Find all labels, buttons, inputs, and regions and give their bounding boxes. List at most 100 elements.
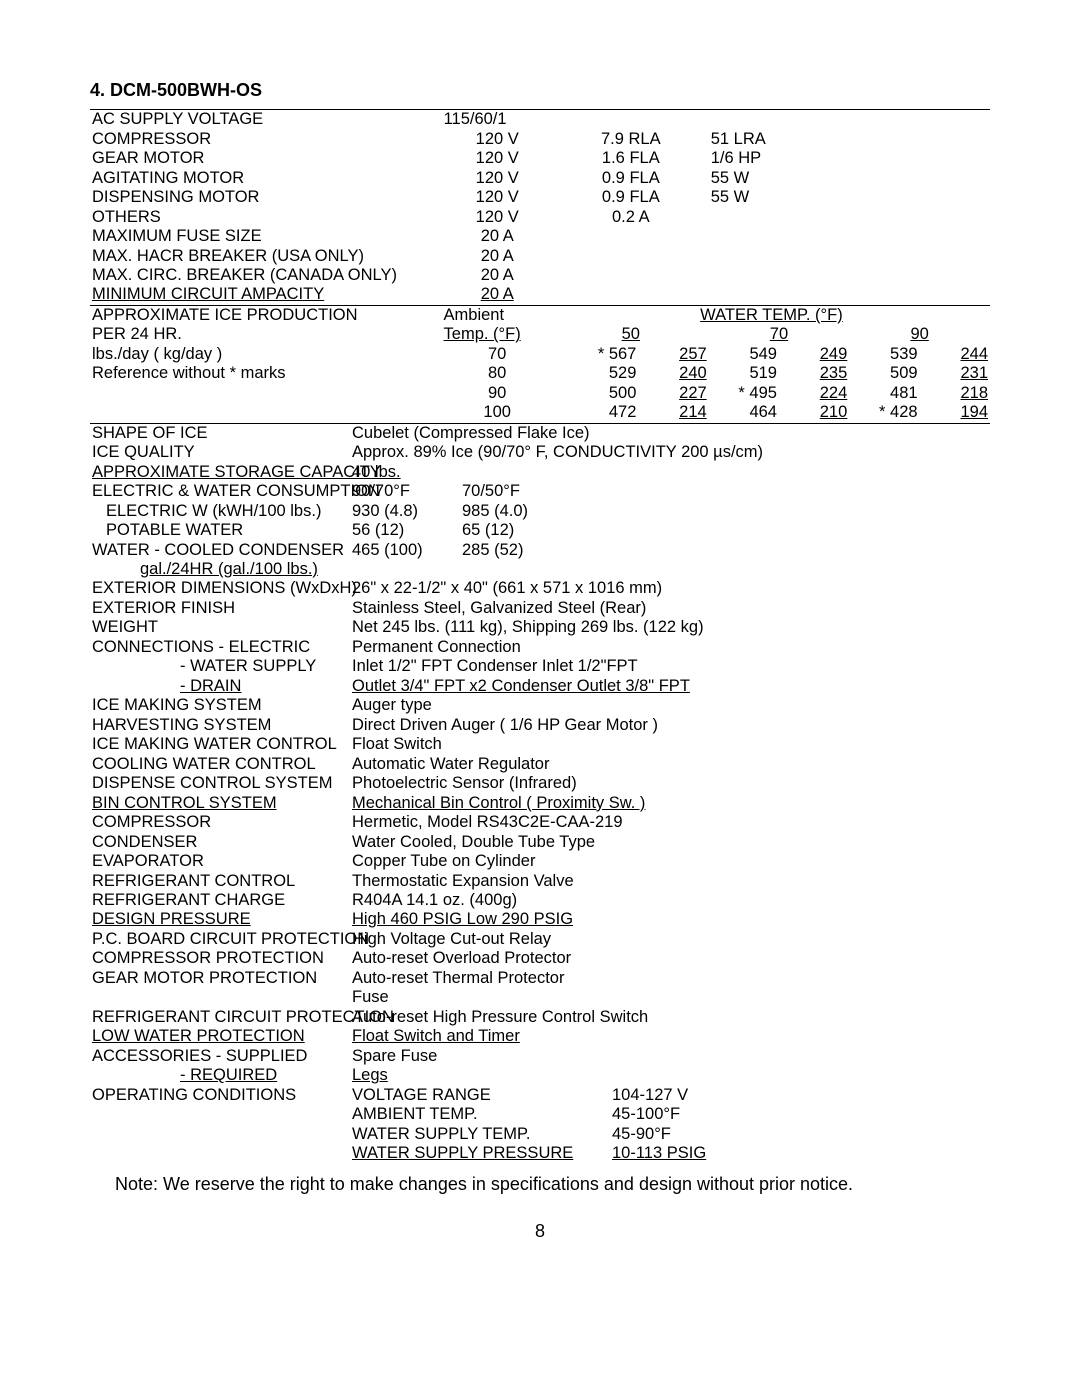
- spec-label: REFRIGERANT CIRCUIT PROTECTION: [90, 1008, 350, 1027]
- spec-v1: 56 (12)65 (12): [350, 521, 990, 540]
- spec-v3: [709, 266, 990, 285]
- spec-v3: 55 W: [709, 169, 990, 188]
- section-heading: 4. DCM-500BWH-OS: [90, 80, 990, 101]
- spec-value: Direct Driven Auger ( 1/6 HP Gear Motor …: [350, 716, 990, 735]
- spec-table-2: SHAPE OF ICECubelet (Compressed Flake Ic…: [90, 423, 990, 1164]
- spec-v1: 120 V: [442, 169, 553, 188]
- spec-label: MAXIMUM FUSE SIZE: [90, 227, 442, 246]
- spec-value: Auger type: [350, 696, 990, 715]
- prod-ambient: Ambient: [442, 305, 553, 325]
- spec-v2: [553, 285, 709, 304]
- spec-label: AC SUPPLY VOLTAGE: [90, 110, 442, 130]
- spec-label: DISPENSING MOTOR: [90, 188, 442, 207]
- spec-label: ELECTRIC & WATER CONSUMPTION: [90, 482, 350, 501]
- spec-label: ICE QUALITY: [90, 443, 350, 462]
- spec-value: 40 lbs.: [350, 463, 990, 482]
- prod-e: 481: [849, 384, 919, 403]
- spec-value: Auto-reset Overload Protector: [350, 949, 990, 968]
- spec-table-1: AC SUPPLY VOLTAGE115/60/1COMPRESSOR120 V…: [90, 109, 990, 305]
- spec-value: Fuse: [350, 988, 990, 1007]
- prod-c70: 70: [709, 325, 850, 344]
- spec-label: AGITATING MOTOR: [90, 169, 442, 188]
- spec-label: EXTERIOR DIMENSIONS (WxDxH): [90, 579, 350, 598]
- spec-label: [90, 1125, 350, 1144]
- spec-value: Copper Tube on Cylinder: [350, 852, 990, 871]
- page-number: 8: [90, 1221, 990, 1242]
- prod-f: 244: [920, 345, 990, 364]
- prod-t: 90: [442, 384, 553, 403]
- spec-label: ELECTRIC W (kWH/100 lbs.): [90, 502, 350, 521]
- spec-v3: 51 LRA: [709, 130, 990, 149]
- spec-v1: 90/70°F70/50°F: [350, 482, 990, 501]
- spec-value: Automatic Water Regulator: [350, 755, 990, 774]
- prod-a: 472: [553, 403, 639, 422]
- prod-l4: Reference without * marks: [90, 364, 442, 383]
- spec-label: OPERATING CONDITIONS: [90, 1086, 350, 1105]
- prod-d: 249: [779, 345, 849, 364]
- spec-value: Water Cooled, Double Tube Type: [350, 833, 990, 852]
- spec-label: gal./24HR (gal./100 lbs.): [90, 560, 350, 579]
- spec-value: Mechanical Bin Control ( Proximity Sw. ): [350, 794, 990, 813]
- prod-t: 70: [442, 345, 553, 364]
- spec-v1: 120 V: [442, 149, 553, 168]
- spec-label: DESIGN PRESSURE: [90, 910, 350, 929]
- spec-v3: 55 W: [709, 188, 990, 207]
- spec-label: EVAPORATOR: [90, 852, 350, 871]
- spec-v1: 120 V: [442, 208, 553, 227]
- spec-label: REFRIGERANT CHARGE: [90, 891, 350, 910]
- spec-value: Hermetic, Model RS43C2E-CAA-219: [350, 813, 990, 832]
- spec-label: APPROXIMATE STORAGE CAPACITY: [90, 463, 350, 482]
- spec-v2: 0.9 FLA: [553, 169, 709, 188]
- footnote: Note: We reserve the right to make chang…: [138, 1174, 990, 1195]
- spec-label: CONDENSER: [90, 833, 350, 852]
- spec-label: DISPENSE CONTROL SYSTEM: [90, 774, 350, 793]
- prod-f: 194: [920, 403, 990, 422]
- spec-value: Float Switch: [350, 735, 990, 754]
- spec-label: OTHERS: [90, 208, 442, 227]
- spec-label: CONNECTIONS - ELECTRIC: [90, 638, 350, 657]
- spec-v3: [709, 227, 990, 246]
- spec-value: Spare Fuse: [350, 1047, 990, 1066]
- prod-f: 218: [920, 384, 990, 403]
- spec-label: ICE MAKING WATER CONTROL: [90, 735, 350, 754]
- spec-value: Permanent Connection: [350, 638, 990, 657]
- spec-value: Inlet 1/2" FPT Condenser Inlet 1/2"FPT: [350, 657, 990, 676]
- spec-v1: 120 V: [442, 130, 553, 149]
- prod-d: 235: [779, 364, 849, 383]
- spec-label: HARVESTING SYSTEM: [90, 716, 350, 735]
- prod-a: 529: [553, 364, 639, 383]
- spec-label: WATER - COOLED CONDENSER: [90, 541, 350, 560]
- prod-t: 100: [442, 403, 553, 422]
- prod-tempF: Temp. (°F): [442, 325, 553, 344]
- spec-v1: 20 A: [442, 227, 553, 246]
- spec-label: ICE MAKING SYSTEM: [90, 696, 350, 715]
- spec-label: [90, 1144, 350, 1163]
- spec-v2: 1.6 FLA: [553, 149, 709, 168]
- spec-v1: WATER SUPPLY TEMP.: [350, 1125, 610, 1144]
- spec-v1: 465 (100)285 (52): [350, 541, 990, 560]
- spec-label: REFRIGERANT CONTROL: [90, 872, 350, 891]
- spec-label: - REQUIRED: [90, 1066, 350, 1085]
- prod-b: 214: [638, 403, 708, 422]
- spec-label: POTABLE WATER: [90, 521, 350, 540]
- spec-label: GEAR MOTOR: [90, 149, 442, 168]
- prod-a: 500: [553, 384, 639, 403]
- spec-value: Auto-reset High Pressure Control Switch: [350, 1008, 990, 1027]
- spec-value: Net 245 lbs. (111 kg), Shipping 269 lbs.…: [350, 618, 990, 637]
- spec-v1: 930 (4.8)985 (4.0): [350, 502, 990, 521]
- spec-label: LOW WATER PROTECTION: [90, 1027, 350, 1046]
- prod-t: 80: [442, 364, 553, 383]
- spec-value: R404A 14.1 oz. (400g): [350, 891, 990, 910]
- prod-c: 519: [709, 364, 779, 383]
- prod-c90: 90: [849, 325, 990, 344]
- spec-label: COMPRESSOR: [90, 130, 442, 149]
- prod-c: 549: [709, 345, 779, 364]
- prod-f: 231: [920, 364, 990, 383]
- prod-e: * 428: [849, 403, 919, 422]
- prod-b: 257: [638, 345, 708, 364]
- spec-v1: 20 A: [442, 266, 553, 285]
- spec-value: Stainless Steel, Galvanized Steel (Rear): [350, 599, 990, 618]
- spec-label: WEIGHT: [90, 618, 350, 637]
- spec-label: MAX. HACR BREAKER (USA ONLY): [90, 247, 442, 266]
- prod-e: 539: [849, 345, 919, 364]
